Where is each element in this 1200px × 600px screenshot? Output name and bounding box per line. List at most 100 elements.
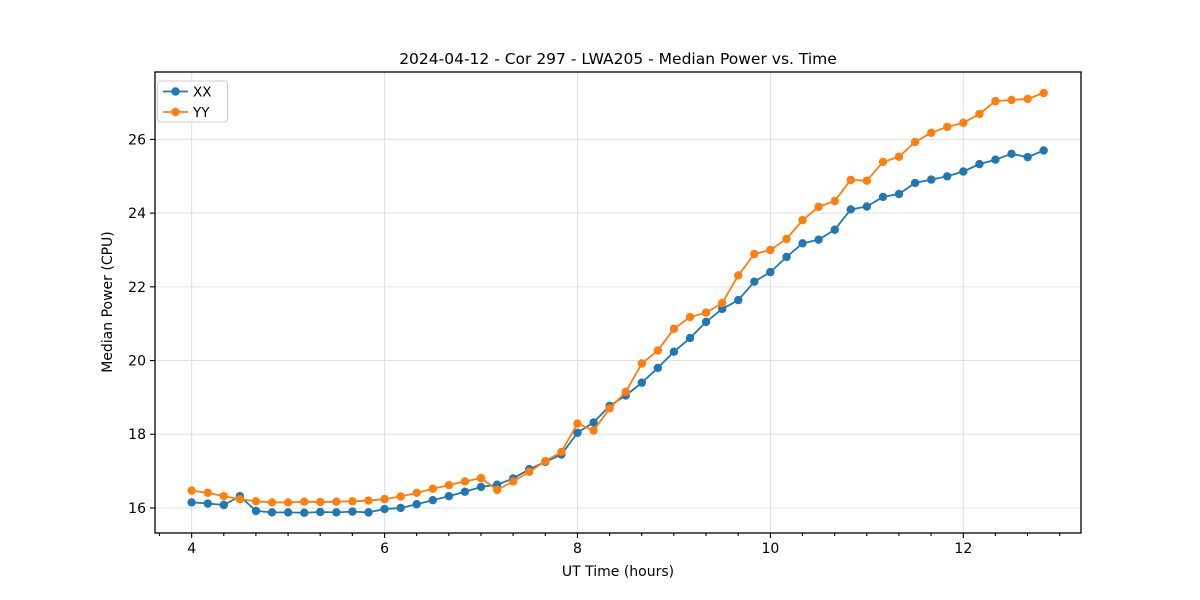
data-point-YY [251,497,261,506]
data-point-YY [621,387,630,397]
data-point-XX [927,175,936,184]
data-point-YY [203,488,212,498]
data-point-YY [782,234,791,244]
data-point-YY [332,497,341,506]
data-point-XX [959,167,968,176]
axis-ticks [150,138,1061,538]
data-point-XX [251,506,261,516]
data-point-XX [653,363,663,373]
data-point-XX [750,277,759,286]
data-point-XX [975,159,984,169]
y-tick-label: 24 [128,206,146,222]
data-point-YY [1007,95,1016,105]
data-point-YY [380,494,389,504]
y-tick-label: 20 [128,354,146,370]
data-point-XX [219,500,228,510]
axes-frame [154,71,1082,534]
data-point-YY [862,176,872,185]
data-point-YY [428,484,437,493]
legend-marker-YY [171,107,180,117]
x-tick-label: 8 [573,541,582,557]
plot-area: 4 6 8 10 12 16 18 20 22 24 26 XX YY [128,71,1082,557]
legend-label-XX: XX [193,84,212,100]
data-point-YY [460,477,470,486]
data-point-XX [862,202,872,211]
data-point-YY [508,477,518,486]
data-point-YY [734,271,743,280]
data-point-XX [412,500,421,509]
data-point-YY [830,196,839,206]
x-tick-label: 12 [954,541,972,557]
y-tick-label: 18 [128,427,146,443]
data-point-XX [701,317,711,327]
data-point-XX [798,239,807,248]
data-point-XX [396,503,405,513]
data-point-XX [830,225,839,234]
data-point-XX [203,499,212,508]
data-point-YY [300,497,309,506]
data-point-YY [991,96,1000,106]
data-point-YY [557,447,566,457]
data-point-YY [283,498,293,507]
data-point-XX [267,508,277,517]
data-point-XX [460,487,470,496]
data-point-YY [492,485,502,495]
x-tick-label: 10 [761,541,779,557]
data-point-YY [669,324,679,334]
data-point-YY [525,467,534,477]
data-point-XX [1039,146,1048,155]
data-point-XX [846,205,855,214]
data-point-XX [316,507,325,517]
chart-title: 2024-04-12 - Cor 297 - LWA205 - Median P… [399,50,837,68]
data-point-YY [846,175,855,185]
data-point-YY [589,426,598,435]
data-point-XX [878,192,888,202]
data-point-XX [637,378,647,387]
tick-labels: 4 6 8 10 12 16 18 20 22 24 26 [128,132,972,557]
data-point-XX [717,304,727,314]
data-point-YY [717,298,727,308]
x-tick-label: 6 [380,541,389,557]
data-point-YY [219,491,228,501]
data-point-YY [605,404,614,413]
data-point-XX [589,418,598,427]
data-point-YY [573,419,582,428]
data-point-XX [894,189,904,199]
data-point-XX [943,172,952,181]
data-point-XX [348,507,357,516]
data-point-XX [734,295,743,305]
data-point-YY [1039,88,1048,98]
data-point-YY [943,122,952,132]
legend-marker-XX [171,87,180,96]
data-point-YY [444,480,454,490]
y-tick-label: 22 [128,280,146,296]
data-point-YY [766,245,775,255]
data-point-XX [814,235,823,244]
data-point-XX [364,508,373,517]
data-point-XX [910,178,920,188]
data-point-XX [300,508,309,517]
data-point-XX [428,496,437,505]
data-point-YY [541,456,550,466]
data-point-YY [685,312,695,322]
data-point-XX [782,252,791,262]
data-point-XX [187,498,196,507]
data-point-XX [685,333,695,343]
data-point-YY [476,473,486,483]
data-point-YY [959,118,968,128]
data-point-YY [316,497,325,507]
grid-lines [155,72,1081,533]
data-point-XX [669,347,679,356]
data-point-YY [798,215,807,225]
data-point-YY [1023,94,1032,104]
data-point-YY [975,109,984,119]
data-point-YY [894,152,904,161]
data-point-XX [332,508,341,517]
y-tick-label: 16 [128,501,146,517]
data-point-XX [380,504,389,514]
data-point-XX [1007,149,1016,159]
data-point-XX [766,267,775,277]
data-point-YY [412,488,421,498]
